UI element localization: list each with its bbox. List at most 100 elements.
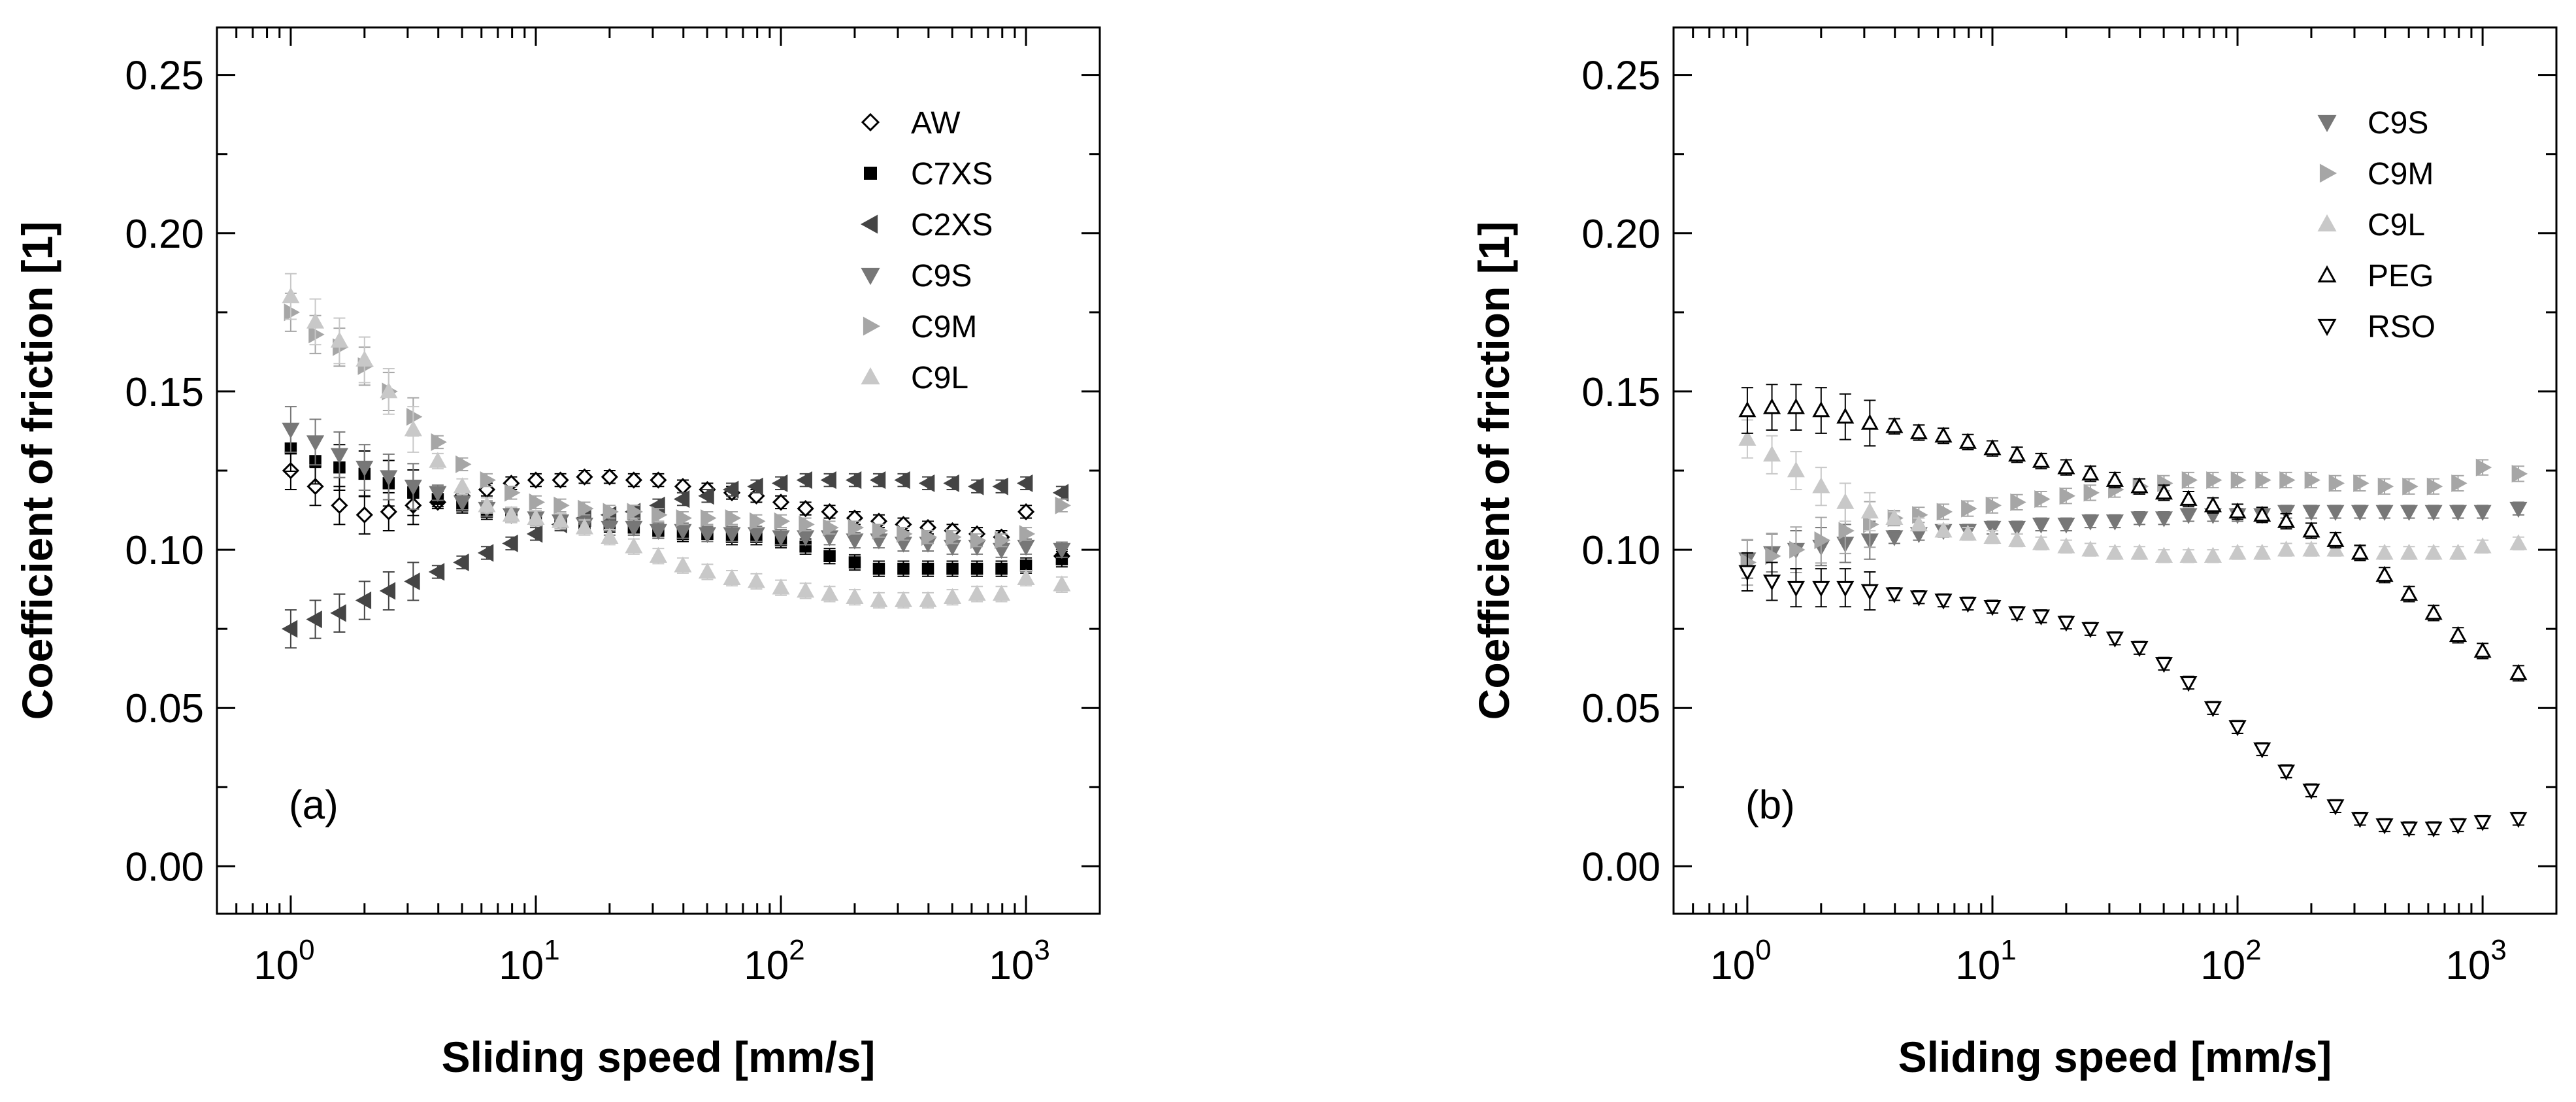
data-point [2057,458,2075,475]
legend-label: PEG [2368,259,2434,293]
data-point [478,496,496,512]
data-point [1958,433,1977,449]
data-point [2008,531,2026,547]
data-point [2179,676,2198,692]
panel-b: 0.00 0.05 0.10 0.15 0.20 0.25 100 101 102 103 Slid… [1470,26,2558,1081]
data-point [527,509,545,525]
data-point [2424,543,2443,560]
data-point [2228,502,2247,519]
legend-label: C9S [911,259,972,293]
data-point [2326,540,2345,557]
data-point [2400,505,2419,522]
data-point [1814,531,1830,550]
data-point [1765,547,1781,565]
series-C2XS [281,471,1069,649]
data-point [477,544,494,562]
legend-marker [863,316,881,336]
data-point [553,496,570,514]
data-point [1838,522,1855,540]
data-point [698,527,717,543]
data-point [1934,521,1953,538]
data-point [1983,439,2002,456]
data-point [2032,518,2051,534]
data-point [1017,474,1033,492]
data-point [992,584,1011,601]
data-point [429,452,447,468]
y-tick-label: 0.25 [1581,54,1660,99]
data-point [823,518,839,537]
series-PEG [1738,384,2528,682]
data-point [970,531,987,550]
data-point [527,471,545,489]
data-point [946,562,959,575]
data-point [2326,799,2345,816]
data-point [2326,531,2345,547]
data-point [797,499,814,518]
data-point [698,487,714,505]
data-point [1934,593,1953,610]
data-point [772,578,790,595]
data-point [1055,496,1071,514]
data-point [2253,543,2271,560]
data-point [674,556,692,573]
y-axis-title: Coefficient of friction [1] [1470,222,1518,720]
data-point [2473,505,2492,522]
data-point [846,533,864,550]
data-point [919,591,937,607]
data-point [649,524,667,541]
data-point [845,471,862,490]
data-point [650,471,667,489]
data-point [1053,543,1071,559]
data-point [2155,483,2173,500]
data-point [872,562,885,575]
y-tick-label: 0.25 [125,54,204,99]
y-tick-label: 0.00 [1581,844,1660,890]
data-point [1836,407,1855,424]
data-point [502,505,520,522]
data-point [2302,540,2320,557]
data-point [2424,505,2443,522]
legend-marker [2317,214,2337,232]
data-point [796,471,812,490]
data-point [747,572,766,588]
data-point [380,382,398,399]
data-point [2509,534,2528,550]
data-point [1860,584,1879,601]
legend-label: RSO [2368,310,2436,344]
data-point [529,493,546,511]
data-point [992,477,1008,495]
data-point [2351,505,2369,522]
data-point [1812,477,1830,493]
data-point [2155,546,2173,563]
data-point [578,499,594,518]
data-point [1017,569,1035,585]
data-point [2130,641,2149,658]
data-point [2473,641,2492,658]
data-point [772,493,790,511]
data-point [404,420,422,437]
data-point [1934,426,1953,443]
data-point [1836,493,1855,509]
data-point [894,471,910,490]
data-point [2302,783,2320,800]
data-point [1885,509,1904,525]
data-point [2206,471,2222,490]
data-point [2449,505,2468,522]
x-tick-label: 102 [2200,934,2261,988]
series-C9M [284,292,1071,550]
data-point [2511,465,2528,483]
data-point [504,484,521,502]
data-point [870,591,888,607]
legend-marker [861,112,880,132]
data-point [355,350,374,367]
data-point [774,512,791,531]
legend-marker [2317,318,2337,337]
data-point [2032,452,2051,468]
data-point [1863,515,1879,533]
data-point [2253,505,2271,522]
data-point [968,584,986,601]
series-C9L [1738,419,2528,563]
data-point [2302,505,2320,522]
data-point [2083,484,2100,502]
data-point [869,471,886,490]
